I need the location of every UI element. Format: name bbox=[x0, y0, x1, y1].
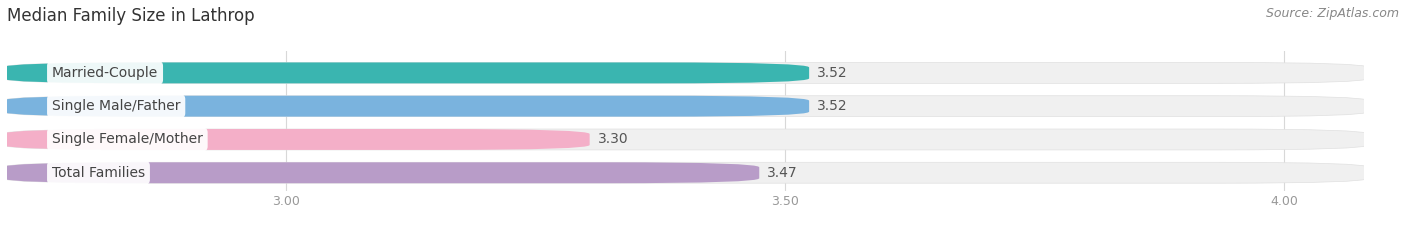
FancyBboxPatch shape bbox=[3, 162, 1368, 183]
Text: Married-Couple: Married-Couple bbox=[52, 66, 157, 80]
FancyBboxPatch shape bbox=[3, 96, 1368, 117]
Text: Single Male/Father: Single Male/Father bbox=[52, 99, 180, 113]
Text: Source: ZipAtlas.com: Source: ZipAtlas.com bbox=[1265, 7, 1399, 20]
FancyBboxPatch shape bbox=[3, 129, 589, 150]
Text: 3.52: 3.52 bbox=[817, 99, 848, 113]
Text: 3.30: 3.30 bbox=[598, 133, 628, 147]
FancyBboxPatch shape bbox=[3, 162, 759, 183]
Text: 3.52: 3.52 bbox=[817, 66, 848, 80]
Text: 3.47: 3.47 bbox=[768, 166, 797, 180]
FancyBboxPatch shape bbox=[3, 62, 1368, 83]
Text: Single Female/Mother: Single Female/Mother bbox=[52, 133, 202, 147]
Text: Median Family Size in Lathrop: Median Family Size in Lathrop bbox=[7, 7, 254, 25]
FancyBboxPatch shape bbox=[3, 62, 808, 83]
Text: Total Families: Total Families bbox=[52, 166, 145, 180]
FancyBboxPatch shape bbox=[3, 96, 808, 117]
FancyBboxPatch shape bbox=[3, 129, 1368, 150]
